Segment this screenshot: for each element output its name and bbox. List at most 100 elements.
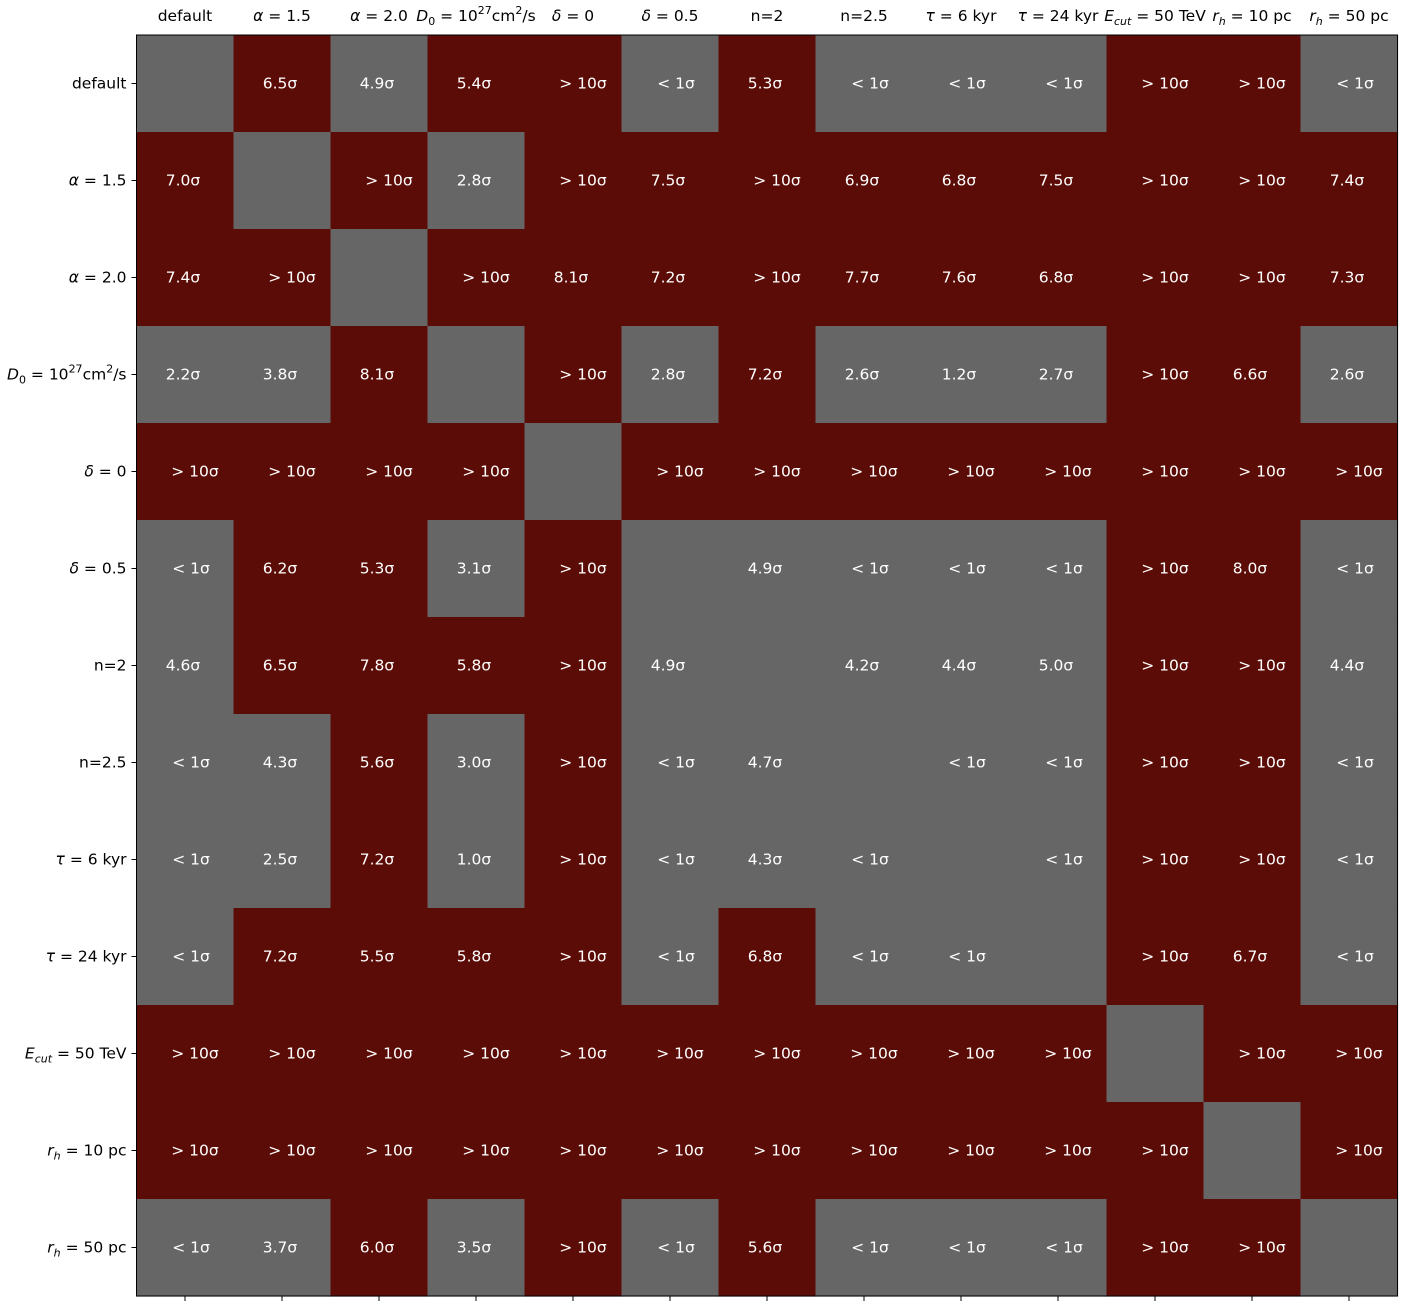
- cell-value-label: < 1σ: [948, 754, 986, 772]
- heatmap-cell: [1106, 132, 1205, 230]
- heatmap-cells: [136, 35, 1399, 1297]
- heatmap-cell: [524, 811, 623, 909]
- cell-value-label: < 1σ: [657, 1239, 695, 1257]
- cell-value-label: < 1σ: [657, 948, 695, 966]
- heatmap-cell: [524, 326, 623, 424]
- cell-value-label: 4.3σ: [748, 851, 783, 869]
- heatmap-cell: [427, 1102, 526, 1200]
- heatmap-cell: [427, 229, 526, 327]
- x-tick-label: δ = 0.5: [642, 7, 699, 25]
- heatmap-cell: [912, 35, 1011, 133]
- heatmap-cell: [1203, 229, 1302, 327]
- heatmap-cell: [1300, 811, 1399, 909]
- cell-value-label: < 1σ: [1045, 75, 1083, 93]
- heatmap-cell: [912, 811, 1011, 909]
- cell-value-label: 7.3σ: [1330, 269, 1365, 287]
- cell-value-label: > 10σ: [947, 1045, 995, 1063]
- x-tick-label: Ecut = 50 TeV: [1104, 7, 1206, 28]
- heatmap-cell: [815, 1199, 914, 1297]
- heatmap-cell: [912, 423, 1011, 521]
- cell-value-label: > 10σ: [559, 851, 607, 869]
- y-tick-label: δ = 0.5: [70, 560, 127, 578]
- heatmap-cell: [1009, 908, 1108, 1006]
- heatmap-cell: [912, 1199, 1011, 1297]
- heatmap-cell: [621, 423, 720, 521]
- heatmap-cell: [912, 1102, 1011, 1200]
- heatmap-cell: [330, 617, 429, 715]
- cell-value-label: 5.6σ: [748, 1239, 783, 1257]
- heatmap-cell: [1300, 520, 1399, 618]
- heatmap-cell: [621, 520, 720, 618]
- heatmap-cell: [136, 811, 235, 909]
- cell-value-label: 3.1σ: [457, 560, 492, 578]
- heatmap-cell: [815, 326, 914, 424]
- cell-value-label: > 10σ: [559, 560, 607, 578]
- heatmap-cell: [427, 132, 526, 230]
- heatmap-cell: [1009, 326, 1108, 424]
- heatmap-cell: [330, 1102, 429, 1200]
- x-tick-label: τ = 24 kyr: [1018, 7, 1099, 25]
- heatmap-cell: [524, 1199, 623, 1297]
- heatmap-cell: [330, 35, 429, 133]
- cell-value-label: 3.0σ: [457, 754, 492, 772]
- cell-value-label: < 1σ: [172, 560, 210, 578]
- x-tick-labels: default α = 1.5 α = 2.0 D0 = 1027cm2/s δ = 0…: [158, 4, 1389, 28]
- heatmap-cell: [330, 132, 429, 230]
- heatmap-cell: [1106, 617, 1205, 715]
- heatmap-cell: [233, 908, 332, 1006]
- cell-value-label: < 1σ: [657, 754, 695, 772]
- heatmap-cell: [621, 1102, 720, 1200]
- heatmap-cell: [1106, 229, 1205, 327]
- heatmap-cell: [621, 617, 720, 715]
- heatmap-cell: [621, 326, 720, 424]
- heatmap-cell: [427, 617, 526, 715]
- heatmap-cell: [815, 908, 914, 1006]
- heatmap-cell: [330, 811, 429, 909]
- cell-value-label: > 10σ: [268, 269, 316, 287]
- heatmap-cell: [427, 423, 526, 521]
- heatmap-cell: [912, 908, 1011, 1006]
- cell-value-label: < 1σ: [851, 851, 889, 869]
- heatmap-cell: [1106, 35, 1205, 133]
- heatmap-cell: [1203, 714, 1302, 812]
- cell-value-label: > 10σ: [559, 1045, 607, 1063]
- heatmap-cell: [1300, 1005, 1399, 1103]
- cell-value-label: > 10σ: [1141, 269, 1189, 287]
- cell-value-label: > 10σ: [462, 1045, 510, 1063]
- heatmap-cell: [330, 423, 429, 521]
- cell-value-label: < 1σ: [1045, 754, 1083, 772]
- heatmap-cell: [1203, 1102, 1302, 1200]
- heatmap-cell: [524, 423, 623, 521]
- heatmap-cell: [1203, 423, 1302, 521]
- heatmap-cell: [330, 520, 429, 618]
- cell-value-label: 1.2σ: [942, 366, 977, 384]
- cell-value-label: > 10σ: [753, 463, 801, 481]
- cell-value-label: > 10σ: [753, 172, 801, 190]
- cell-value-label: 6.8σ: [942, 172, 977, 190]
- heatmap-cell: [912, 1005, 1011, 1103]
- cell-value-label: 3.8σ: [263, 366, 298, 384]
- cell-value-label: > 10σ: [850, 1045, 898, 1063]
- cell-value-label: 4.6σ: [166, 657, 201, 675]
- x-tick-label: D0 = 1027cm2/s: [416, 4, 535, 28]
- cell-value-label: 7.2σ: [748, 366, 783, 384]
- heatmap-cell: [427, 1005, 526, 1103]
- heatmap-cell: [815, 35, 914, 133]
- y-tick-label: n=2.5: [79, 754, 126, 772]
- cell-value-label: < 1σ: [1045, 851, 1083, 869]
- cell-value-label: < 1σ: [1045, 560, 1083, 578]
- cell-value-label: 6.9σ: [845, 172, 880, 190]
- heatmap-cell: [1203, 326, 1302, 424]
- heatmap-cell: [1203, 617, 1302, 715]
- heatmap-cell: [1106, 714, 1205, 812]
- cell-value-label: 5.3σ: [360, 560, 395, 578]
- cell-value-label: 6.5σ: [263, 657, 298, 675]
- heatmap-cell: [815, 1005, 914, 1103]
- x-tick-label: α = 2.0: [350, 7, 408, 25]
- cell-value-label: 4.4σ: [1330, 657, 1365, 675]
- heatmap-cell: [524, 908, 623, 1006]
- heatmap-cell: [1009, 132, 1108, 230]
- cell-value-label: > 10σ: [1141, 948, 1189, 966]
- heatmap-cell: [1300, 1102, 1399, 1200]
